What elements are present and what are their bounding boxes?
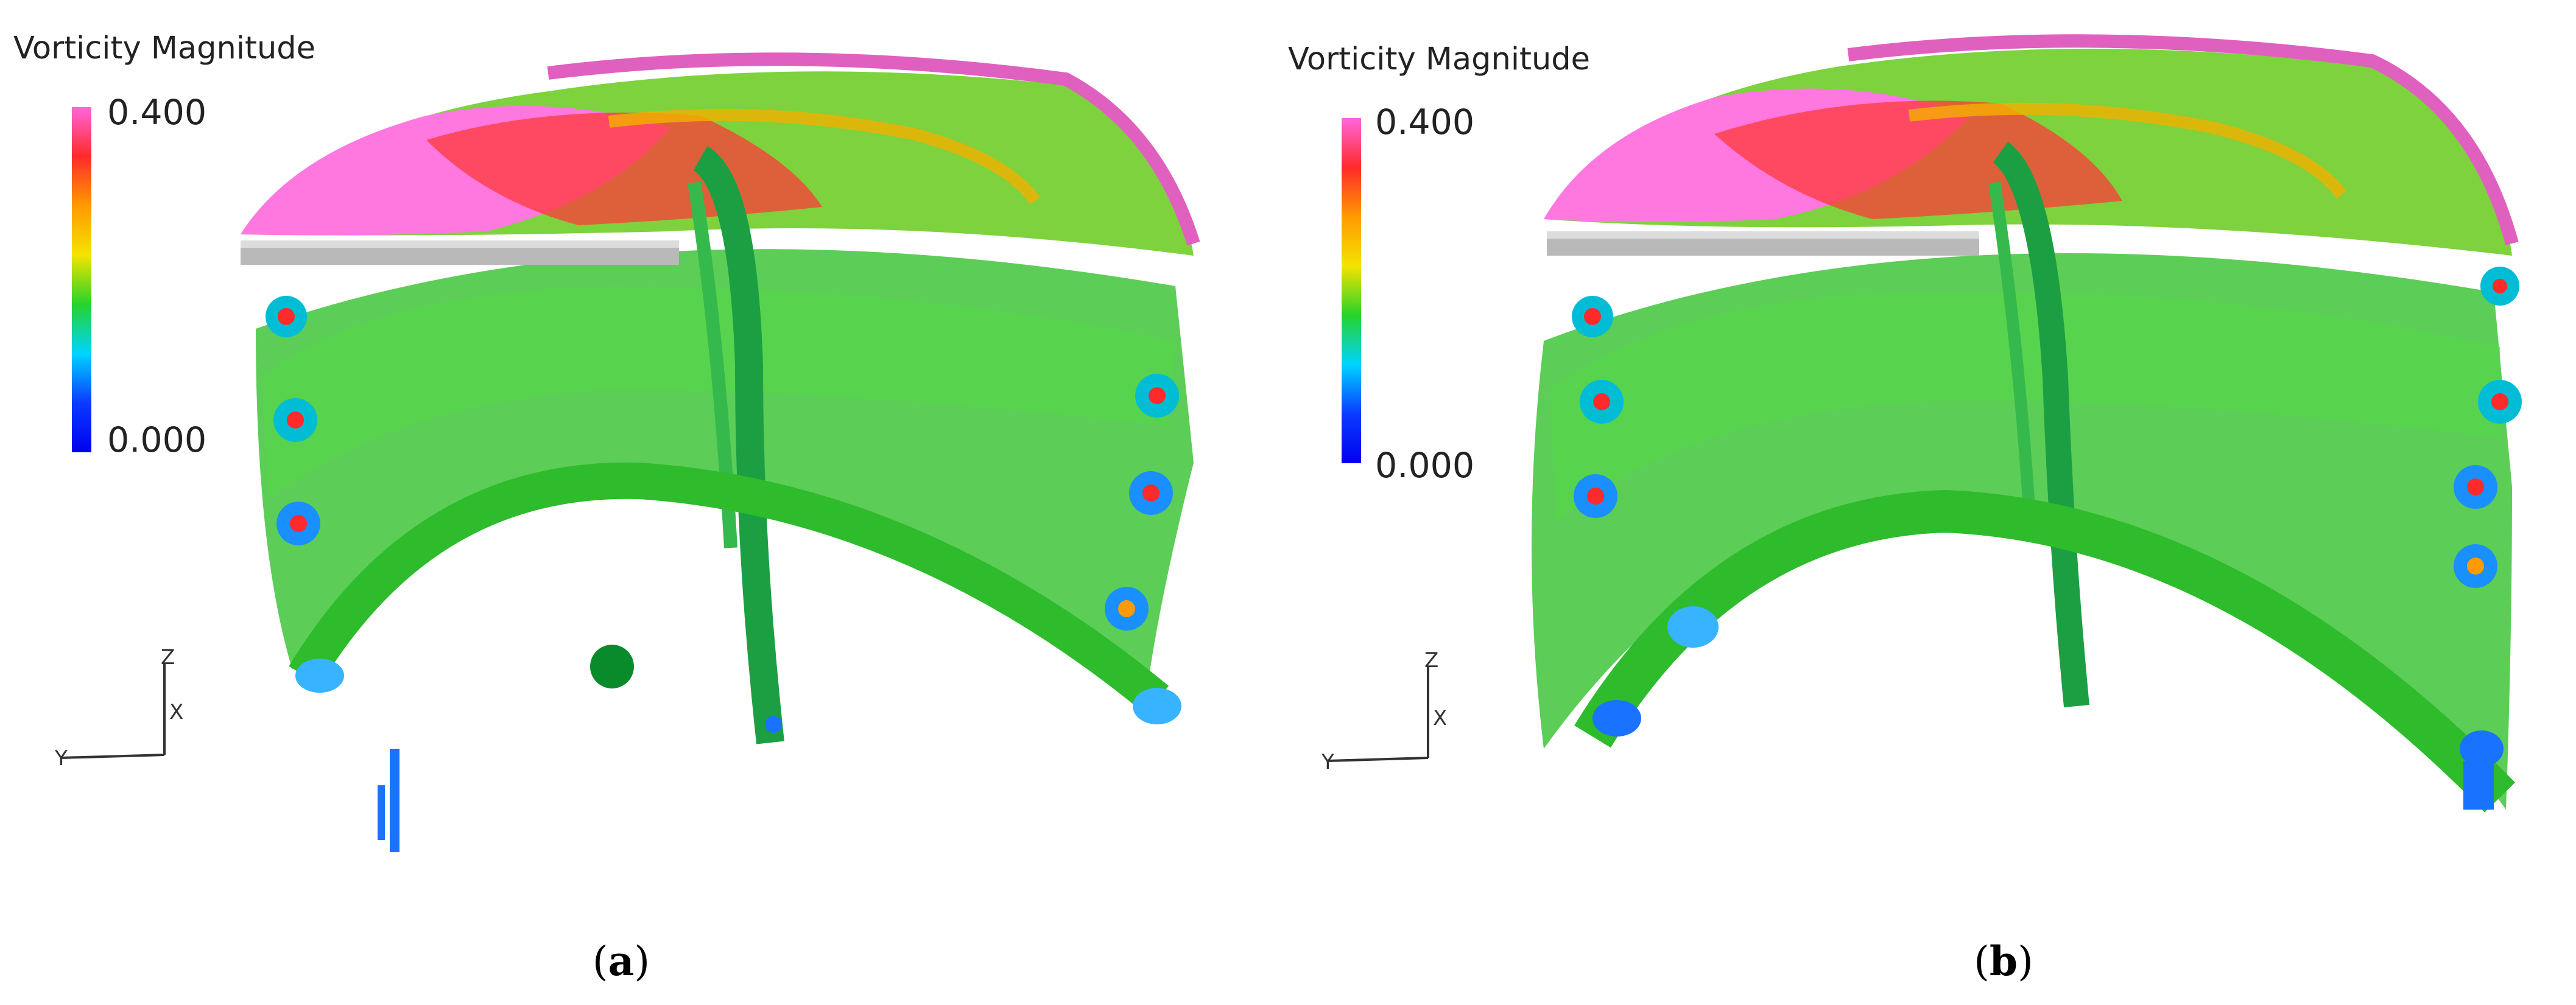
panel-b: Vorticity Magnitude 0.400 0.000 Z X xyxy=(1288,0,2576,1005)
axis-z-label: Z xyxy=(1424,648,1439,673)
axis-y-label: Y xyxy=(1321,750,1334,774)
colormap-legend-bar xyxy=(1342,118,1361,463)
legend-min-value: 0.000 xyxy=(107,420,207,460)
axis-x-label: X xyxy=(169,700,184,724)
axis-y-label: Y xyxy=(55,746,68,771)
colormap-legend-bar xyxy=(72,107,91,452)
panel-a: Vorticity Magnitude 0.400 0.000 xyxy=(13,30,1200,985)
axis-x-label: X xyxy=(1433,706,1448,730)
vorticity-isosurface-render xyxy=(1327,34,2522,813)
caption-b: (b) xyxy=(1974,937,2033,985)
legend-title: Vorticity Magnitude xyxy=(13,30,316,66)
caption-a: (a) xyxy=(592,937,650,985)
legend-max-value: 0.400 xyxy=(1375,102,1475,142)
vorticity-isosurface-render xyxy=(60,52,1200,852)
legend-min-value: 0.000 xyxy=(1375,446,1475,486)
legend-max-value: 0.400 xyxy=(107,93,207,133)
axis-z-label: Z xyxy=(161,645,175,670)
legend-title: Vorticity Magnitude xyxy=(1288,41,1591,77)
